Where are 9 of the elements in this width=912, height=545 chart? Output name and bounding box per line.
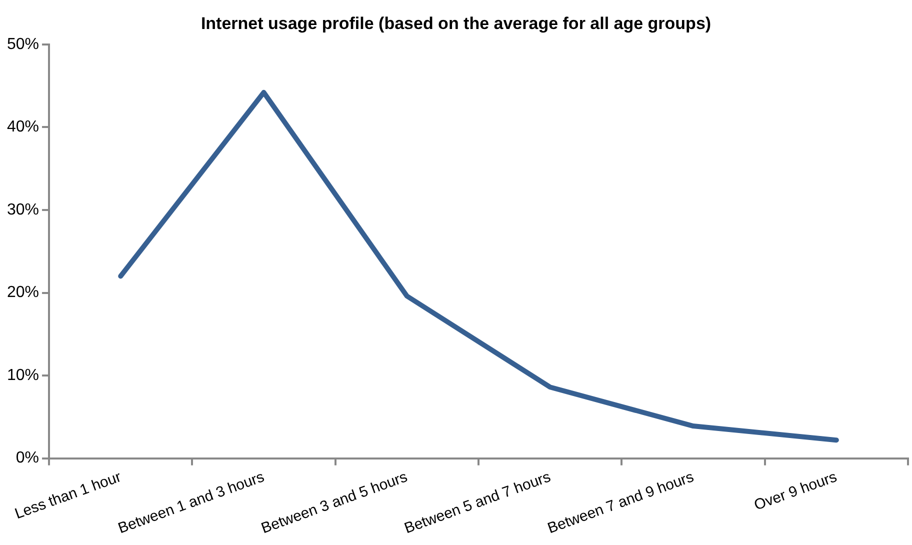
y-tick-label: 20% (6, 284, 40, 302)
x-tick-label: Less than 1 hour (12, 468, 124, 523)
chart-title: Internet usage profile (based on the average for all age groups) (200, 14, 712, 33)
y-tick-label: 0% (16, 450, 40, 467)
y-tick-label: 10% (6, 366, 40, 384)
y-tick-label: 30% (6, 201, 40, 218)
y-tick-label: 50% (6, 36, 40, 53)
x-tick-label: Over 9 hours (752, 468, 840, 514)
y-tick-label: 40% (6, 118, 40, 136)
